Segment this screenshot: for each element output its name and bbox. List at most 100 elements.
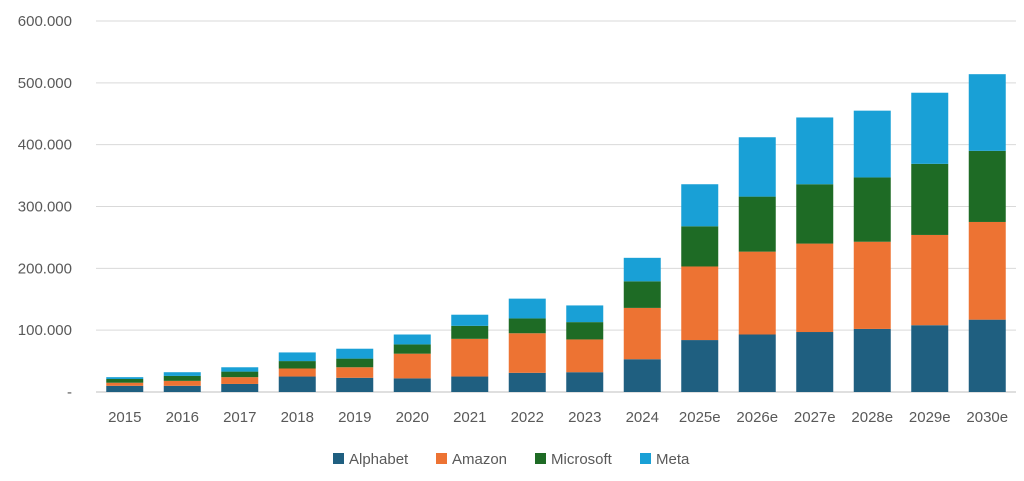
- x-tick-label: 2026e: [736, 409, 778, 426]
- bar-amazon-2029e: [911, 234, 949, 326]
- bar-meta-2021: [451, 314, 489, 326]
- y-tick-label: 100.000: [18, 322, 72, 339]
- legend-swatch: [640, 453, 651, 464]
- bar-microsoft-2021: [451, 325, 489, 339]
- bar-microsoft-2020: [393, 344, 431, 354]
- bar-microsoft-2028e: [853, 177, 891, 242]
- bar-meta-2016: [163, 372, 201, 376]
- bar-meta-2029e: [911, 92, 949, 164]
- bar-meta-2030e: [968, 74, 1006, 151]
- bar-amazon-2016: [163, 380, 201, 386]
- x-tick-label: 2021: [453, 409, 486, 426]
- y-tick-label: 600.000: [18, 13, 72, 30]
- x-tick-label: 2027e: [794, 409, 836, 426]
- bar-amazon-2030e: [968, 221, 1006, 320]
- bar-meta-2017: [221, 367, 259, 372]
- bar-alphabet-2021: [451, 376, 489, 392]
- bar-microsoft-2024: [623, 281, 661, 308]
- bar-meta-2020: [393, 334, 431, 345]
- bar-microsoft-2025e: [681, 226, 719, 267]
- x-tick-label: 2024: [626, 409, 659, 426]
- y-tick-label: 400.000: [18, 137, 72, 154]
- bar-alphabet-2022: [508, 372, 546, 392]
- bar-meta-2022: [508, 298, 546, 319]
- x-tick-label: 2022: [511, 409, 544, 426]
- bar-microsoft-2016: [163, 375, 201, 381]
- legend-label: Amazon: [452, 451, 507, 468]
- gridlines: [96, 20, 1016, 393]
- y-tick-label: 200.000: [18, 260, 72, 277]
- bar-alphabet-2019: [336, 377, 374, 392]
- bar-alphabet-2023: [566, 372, 604, 392]
- bar-microsoft-2027e: [796, 184, 834, 244]
- x-tick-label: 2029e: [909, 409, 951, 426]
- bar-meta-2026e: [738, 137, 776, 197]
- legend-label: Microsoft: [551, 451, 613, 468]
- x-tick-label: 2019: [338, 409, 371, 426]
- legend-label: Meta: [656, 451, 690, 468]
- legend: Alphabet Amazon Microsoft Meta: [333, 451, 690, 468]
- bar-microsoft-2019: [336, 358, 374, 368]
- legend-label: Alphabet: [349, 451, 409, 468]
- x-tick-label: 2030e: [966, 409, 1008, 426]
- bar-amazon-2028e: [853, 241, 891, 329]
- legend-item-amazon: Amazon: [436, 451, 507, 468]
- bar-alphabet-2020: [393, 378, 431, 392]
- bar-meta-2027e: [796, 117, 834, 185]
- bar-microsoft-2017: [221, 371, 259, 378]
- bar-amazon-2024: [623, 307, 661, 360]
- bar-amazon-2017: [221, 377, 259, 384]
- bar-amazon-2019: [336, 367, 374, 378]
- legend-item-microsoft: Microsoft: [535, 451, 613, 468]
- x-axis-ticks: 2015 2016 2017 2018 2019 2020 2021 2022 2023 2024…: [108, 409, 1008, 426]
- y-tick-label: -: [67, 384, 72, 401]
- bar-meta-2028e: [853, 110, 891, 178]
- bar-amazon-2026e: [738, 251, 776, 335]
- bar-microsoft-2018: [278, 361, 316, 369]
- bar-alphabet-2028e: [853, 328, 891, 392]
- bar-microsoft-2026e: [738, 196, 776, 252]
- bar-alphabet-2026e: [738, 334, 776, 392]
- bar-alphabet-2024: [623, 359, 661, 392]
- bar-alphabet-2027e: [796, 332, 834, 392]
- legend-swatch: [333, 453, 344, 464]
- x-tick-label: 2025e: [679, 409, 721, 426]
- bar-meta-2015: [106, 377, 144, 380]
- bar-microsoft-2015: [106, 379, 144, 383]
- y-tick-label: 500.000: [18, 75, 72, 92]
- x-tick-label: 2023: [568, 409, 601, 426]
- bar-alphabet-2016: [163, 385, 201, 392]
- x-tick-label: 2028e: [851, 409, 893, 426]
- bar-amazon-2023: [566, 339, 604, 373]
- bar-microsoft-2030e: [968, 150, 1006, 222]
- bar-meta-2018: [278, 352, 316, 362]
- bar-amazon-2020: [393, 353, 431, 379]
- bar-meta-2023: [566, 305, 604, 323]
- bar-amazon-2015: [106, 382, 144, 386]
- legend-item-alphabet: Alphabet: [333, 451, 409, 468]
- bar-amazon-2027e: [796, 243, 834, 333]
- bar-meta-2024: [623, 257, 661, 282]
- bar-alphabet-2029e: [911, 325, 949, 392]
- y-tick-label: 300.000: [18, 199, 72, 216]
- x-tick-label: 2015: [108, 409, 141, 426]
- bars: [106, 74, 1006, 392]
- legend-item-meta: Meta: [640, 451, 690, 468]
- bar-meta-2019: [336, 348, 374, 359]
- y-axis-ticks: - 100.000 200.000 300.000 400.000 500.000 600.…: [18, 13, 72, 401]
- bar-meta-2025e: [681, 184, 719, 227]
- bar-microsoft-2022: [508, 318, 546, 334]
- legend-swatch: [535, 453, 546, 464]
- x-tick-label: 2018: [281, 409, 314, 426]
- bar-alphabet-2017: [221, 383, 259, 392]
- bar-amazon-2025e: [681, 266, 719, 341]
- bar-amazon-2018: [278, 368, 316, 377]
- bar-alphabet-2015: [106, 385, 144, 392]
- bar-alphabet-2030e: [968, 319, 1006, 392]
- bar-alphabet-2018: [278, 376, 316, 392]
- x-tick-label: 2020: [396, 409, 429, 426]
- bar-microsoft-2029e: [911, 163, 949, 235]
- bar-microsoft-2023: [566, 322, 604, 340]
